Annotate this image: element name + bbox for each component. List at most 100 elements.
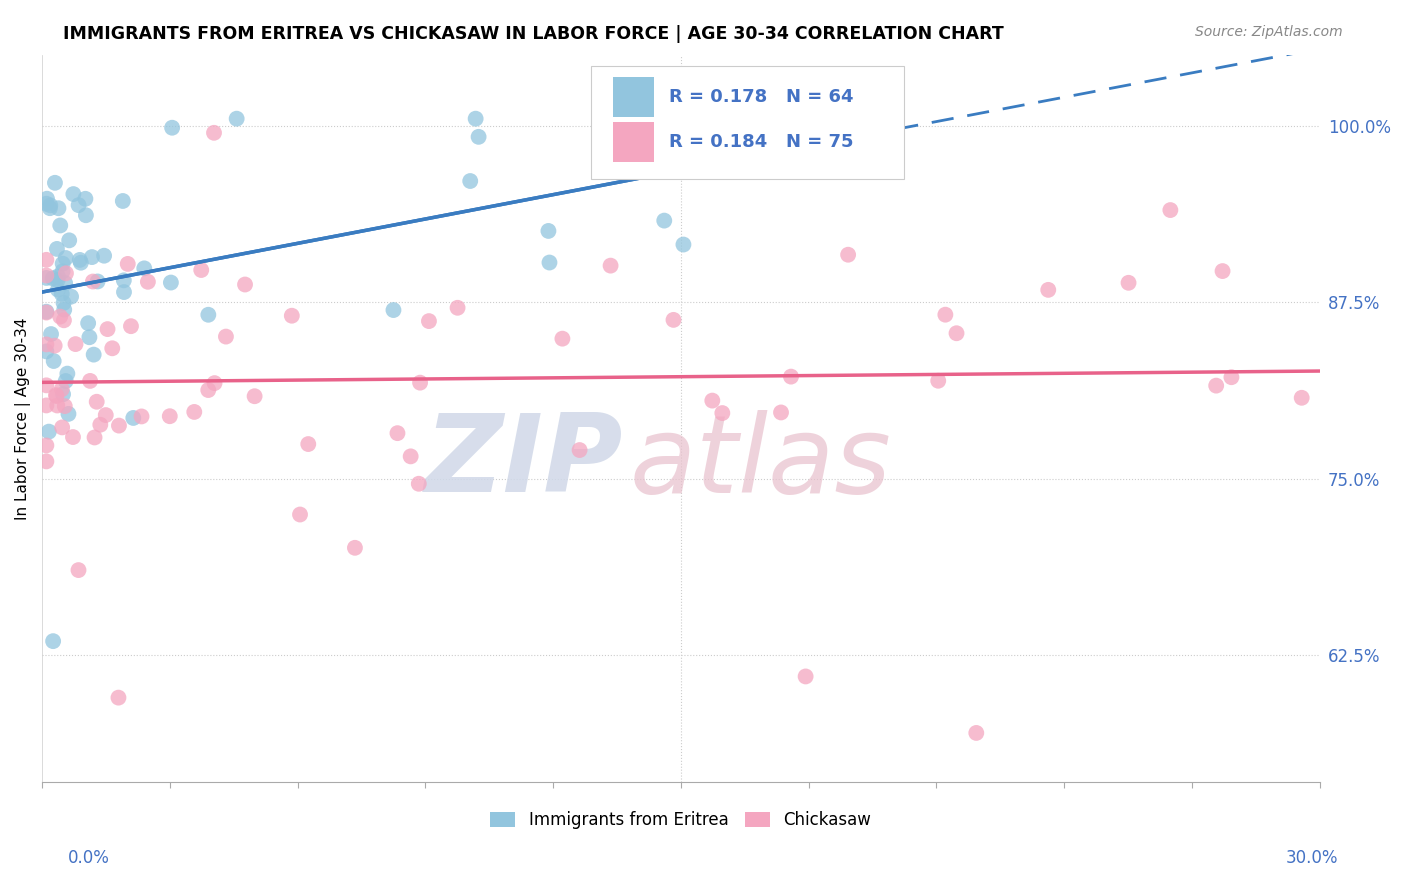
Point: [769, 405, 792, 419]
Point: [35, 454, 58, 468]
Point: [53, 399, 76, 413]
Point: [136, 275, 159, 289]
Point: [39, 327, 62, 342]
Point: [42, 354, 65, 368]
Point: [38, 425, 60, 439]
Point: [197, 383, 219, 397]
Point: [780, 369, 803, 384]
Point: [464, 112, 486, 126]
Point: [51, 286, 73, 301]
Point: [53, 276, 76, 290]
Point: [617, 112, 640, 126]
Point: [1159, 203, 1181, 218]
Point: [662, 133, 685, 147]
Point: [42, 634, 65, 648]
Point: [46, 399, 69, 413]
Point: [159, 409, 181, 424]
Point: [52, 296, 75, 310]
Point: [117, 257, 139, 271]
Point: [131, 409, 153, 424]
Text: 0.0%: 0.0%: [67, 849, 110, 867]
Point: [62, 430, 84, 444]
Point: [702, 393, 724, 408]
Point: [343, 541, 366, 555]
Point: [288, 508, 311, 522]
Point: [51, 382, 73, 396]
Text: ZIP: ZIP: [425, 409, 623, 516]
Point: [467, 129, 489, 144]
Point: [122, 411, 145, 425]
Point: [1118, 276, 1140, 290]
Point: [851, 137, 873, 152]
Point: [39, 201, 62, 215]
Point: [52, 313, 75, 327]
Point: [418, 314, 440, 328]
Point: [1038, 283, 1060, 297]
Point: [446, 301, 468, 315]
Point: [934, 308, 956, 322]
Point: [243, 389, 266, 403]
Point: [297, 437, 319, 451]
Point: [67, 563, 90, 577]
Point: [35, 196, 58, 211]
Point: [49, 219, 72, 233]
Point: [112, 285, 135, 299]
Point: [672, 237, 695, 252]
Point: [387, 426, 409, 441]
Point: [45, 389, 67, 403]
Point: [70, 256, 93, 270]
Point: [46, 269, 69, 284]
Point: [67, 198, 90, 212]
Point: [225, 112, 247, 126]
Text: 30.0%: 30.0%: [1286, 849, 1339, 867]
Point: [1212, 264, 1234, 278]
Point: [35, 399, 58, 413]
Point: [89, 417, 111, 432]
Point: [662, 313, 685, 327]
Point: [399, 450, 422, 464]
Point: [35, 252, 58, 267]
Point: [46, 283, 69, 297]
Point: [35, 271, 58, 285]
Point: [281, 309, 304, 323]
Point: [58, 407, 80, 421]
Point: [42, 271, 65, 285]
Point: [44, 176, 66, 190]
Point: [45, 388, 67, 402]
Point: [53, 302, 76, 317]
Point: [1205, 378, 1227, 392]
Point: [409, 376, 432, 390]
Point: [408, 476, 430, 491]
Point: [160, 120, 183, 135]
Point: [46, 273, 69, 287]
Point: [927, 374, 949, 388]
Point: [48, 201, 70, 215]
Point: [52, 387, 75, 401]
Point: [204, 376, 226, 390]
Point: [35, 337, 58, 351]
Point: [83, 430, 105, 444]
Point: [108, 418, 131, 433]
Point: [837, 248, 859, 262]
Point: [35, 378, 58, 392]
Point: [96, 322, 118, 336]
FancyBboxPatch shape: [592, 66, 904, 178]
Point: [120, 319, 142, 334]
Point: [69, 252, 91, 267]
Point: [52, 257, 75, 271]
Point: [56, 367, 79, 381]
Point: [568, 443, 591, 458]
Point: [652, 213, 675, 227]
Point: [79, 374, 101, 388]
Point: [202, 126, 225, 140]
Point: [945, 326, 967, 341]
Point: [107, 690, 129, 705]
Point: [77, 316, 100, 330]
Point: [51, 420, 73, 434]
Point: [537, 224, 560, 238]
Text: atlas: atlas: [630, 410, 891, 515]
Text: R = 0.178   N = 64: R = 0.178 N = 64: [669, 88, 853, 106]
Point: [35, 192, 58, 206]
Point: [1291, 391, 1313, 405]
Point: [134, 261, 156, 276]
